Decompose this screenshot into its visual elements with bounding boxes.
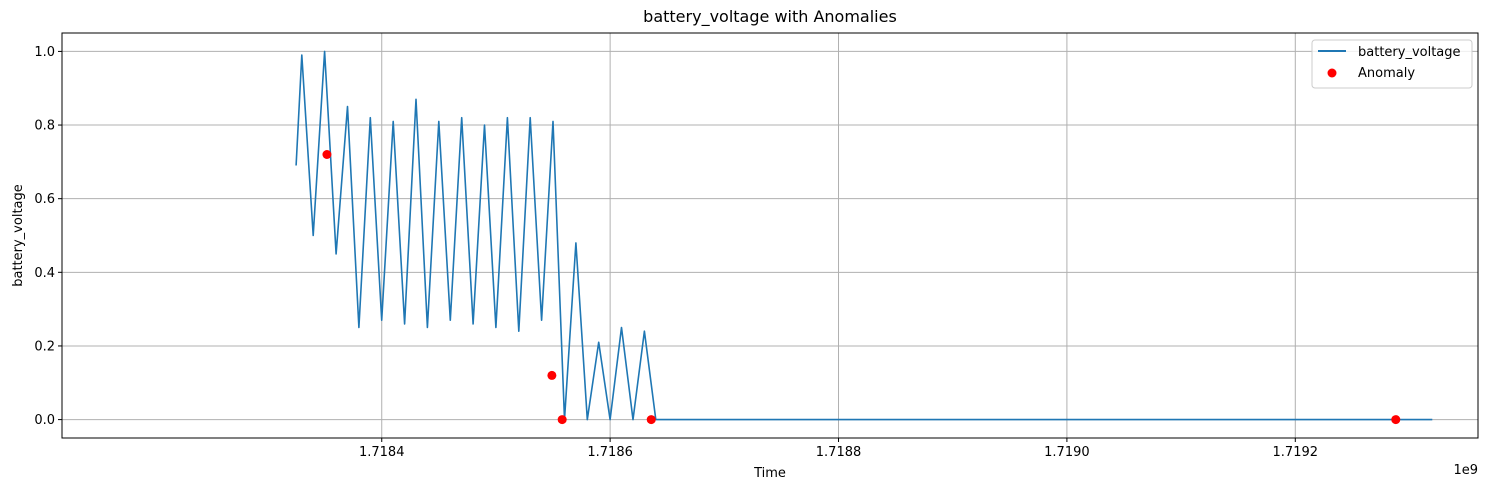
legend-label-anomaly: Anomaly [1358, 66, 1415, 81]
y-axis: 0.0 0.2 0.4 0.6 0.8 1.0 [34, 45, 62, 428]
y-tick-label: 0.8 [34, 119, 55, 134]
scatter-layer [322, 150, 1401, 425]
anomaly-point [547, 370, 557, 380]
legend-box [1311, 39, 1473, 89]
chart-title: battery_voltage with Anomalies [643, 7, 897, 27]
x-tick-label: 1.7188 [816, 445, 862, 460]
anomaly-point [557, 415, 567, 425]
anomaly-point [646, 415, 656, 425]
y-tick-label: 1.0 [34, 45, 55, 60]
series-line-battery-voltage [295, 50, 1433, 421]
x-tick-label: 1.7190 [1044, 445, 1090, 460]
x-axis-label: Time [753, 466, 786, 481]
line-layer [295, 50, 1433, 421]
legend-label-battery-voltage: battery_voltage [1358, 45, 1461, 60]
x-tick-label: 1.7184 [359, 445, 405, 460]
x-axis: 1.7184 1.7186 1.7188 1.7190 1.7192 [359, 438, 1318, 460]
legend: battery_voltage Anomaly [1311, 39, 1473, 89]
y-tick-label: 0.6 [34, 192, 55, 207]
y-tick-label: 0.2 [34, 339, 55, 354]
x-tick-label: 1.7192 [1273, 445, 1319, 460]
plot-area [61, 32, 1479, 439]
y-tick-label: 0.4 [34, 266, 55, 281]
x-tick-label: 1.7186 [587, 445, 633, 460]
y-tick-label: 0.0 [34, 413, 55, 428]
legend-anomaly-swatch [1327, 68, 1337, 78]
y-axis-label: battery_voltage [11, 184, 26, 287]
x-axis-offset-label: 1e9 [1453, 463, 1478, 478]
anomaly-point [322, 150, 332, 159]
anomaly-point [1391, 415, 1401, 425]
